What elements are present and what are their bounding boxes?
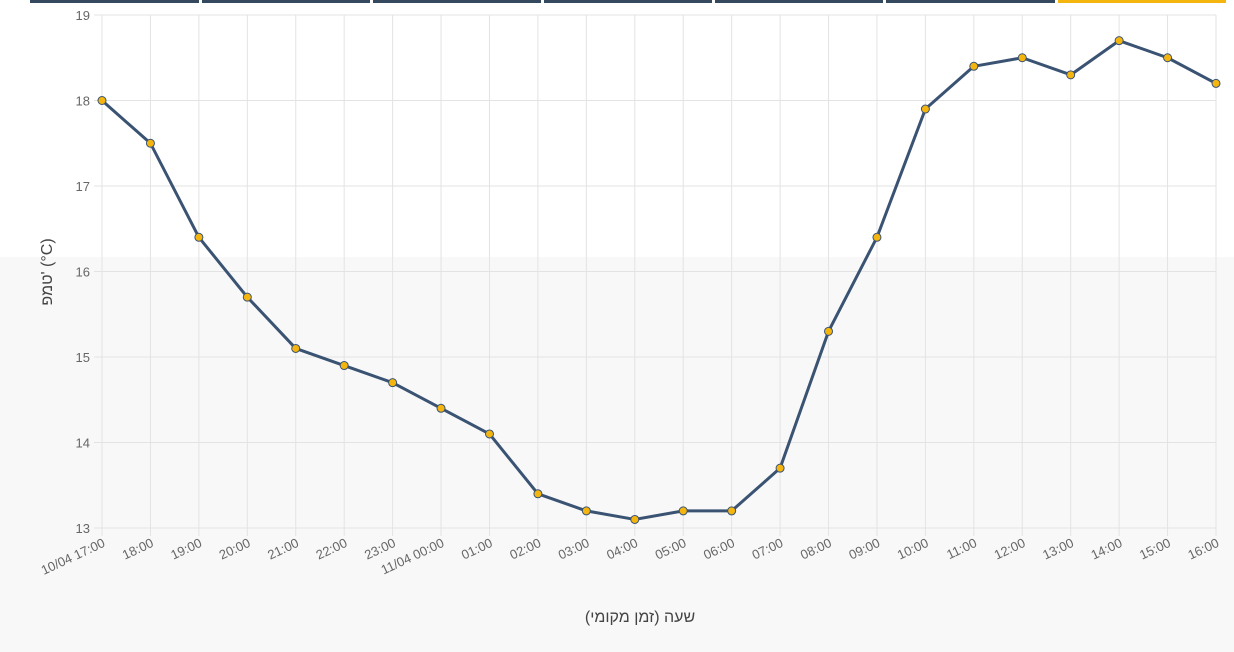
point xyxy=(145,138,155,148)
point xyxy=(339,361,349,371)
point xyxy=(1211,78,1221,88)
point xyxy=(678,506,688,516)
point xyxy=(436,403,446,413)
point xyxy=(872,232,882,242)
point xyxy=(1017,53,1027,63)
point xyxy=(581,506,591,516)
point xyxy=(775,463,785,473)
y-tick-label: 19 xyxy=(76,8,90,23)
y-tick-label: 14 xyxy=(76,436,90,451)
point xyxy=(388,378,398,388)
line xyxy=(101,39,1217,521)
tab[interactable] xyxy=(886,0,1055,3)
point xyxy=(484,429,494,439)
tab-active[interactable] xyxy=(1058,0,1226,3)
tab[interactable] xyxy=(30,0,199,3)
point xyxy=(920,104,930,114)
panel-background xyxy=(0,257,1234,652)
point xyxy=(630,514,640,524)
tab[interactable] xyxy=(715,0,883,3)
point xyxy=(727,506,737,516)
y-tick-label: 15 xyxy=(76,350,90,365)
tab[interactable] xyxy=(202,0,370,3)
point xyxy=(1163,53,1173,63)
point xyxy=(242,292,252,302)
y-tick-label: 18 xyxy=(76,94,90,109)
tab[interactable] xyxy=(544,0,712,3)
point xyxy=(194,232,204,242)
tab[interactable] xyxy=(373,0,541,3)
y-tick-label: 16 xyxy=(76,265,90,280)
point xyxy=(291,343,301,353)
point xyxy=(1066,70,1076,80)
tab-bar xyxy=(30,0,1226,3)
y-axis-label: טמפ' (°C) xyxy=(39,238,56,305)
point xyxy=(969,61,979,71)
point xyxy=(824,326,834,336)
y-tick-label: 17 xyxy=(76,179,90,194)
y-tick-label: 13 xyxy=(76,521,90,536)
point xyxy=(97,96,107,105)
point xyxy=(1114,36,1124,46)
point xyxy=(533,489,543,499)
x-axis-label: שעה (זמן מקומי) xyxy=(585,609,695,626)
